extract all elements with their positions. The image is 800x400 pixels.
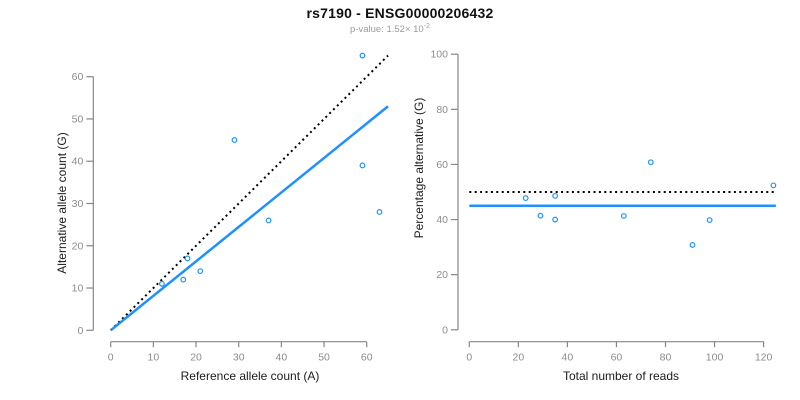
identity-reference-line [109,54,389,332]
x-tick-label: 20 [190,352,202,364]
y-tick-label: 20 [72,240,84,252]
data-point [770,182,777,189]
pvalue-text: p-value: 1.52× 10 [350,24,424,36]
y-tick-label: 60 [72,71,84,83]
left-xaxis-label: Reference allele count (A) [181,369,320,383]
data-point [231,137,238,143]
data-point [376,209,383,215]
data-point [537,212,544,219]
x-tick-label: 10 [148,352,160,364]
right-scatter-plot: 0 20 40 60 80 100 0 20 40 60 80 100 120 [430,49,777,364]
data-point [552,192,559,199]
pvalue-exponent: -2 [423,23,430,30]
data-point [180,276,187,283]
data-point [620,213,627,219]
y-tick-label: 0 [442,324,448,336]
y-tick-label: 40 [436,214,448,226]
data-point [265,217,272,224]
x-tick-label: 60 [611,352,623,364]
y-tick-label: 40 [72,156,84,168]
y-tick-label: 60 [436,159,448,171]
y-tick-label: 50 [72,113,84,125]
data-point [184,255,191,262]
x-tick-label: 50 [318,352,330,364]
y-tick-label: 80 [436,104,448,116]
x-tick-label: 60 [361,352,373,364]
data-point [552,216,559,223]
y-tick-label: 20 [436,269,448,281]
y-tick-label: 0 [77,325,83,337]
data-point [359,162,366,169]
data-point [359,52,366,59]
x-tick-label: 100 [706,352,724,364]
y-tick-label: 30 [72,198,84,210]
data-point [706,217,713,224]
data-point [647,159,654,166]
x-tick-label: 0 [108,352,114,364]
data-point [689,242,696,248]
data-point [159,280,165,287]
x-tick-label: 20 [513,352,525,364]
chart-title: rs7190 - ENSG00000206432 [306,5,494,21]
y-tick-label: 10 [72,283,84,295]
right-yaxis-label: Percentage alternative (G) [412,98,426,239]
data-point [197,268,204,275]
x-tick-label: 40 [562,352,574,364]
x-tick-label: 30 [233,352,245,364]
x-tick-label: 40 [276,352,288,364]
left-yaxis-label: Alternative allele count (G) [55,132,69,273]
chart-subtitle: p-value: 1.52× 10-2 [0,23,780,35]
right-xaxis-label: Total number of reads [563,369,679,383]
fitted-regression-line [109,105,389,332]
y-tick-label: 100 [430,49,448,61]
data-point [522,195,529,201]
x-tick-label: 80 [660,352,672,364]
x-tick-label: 0 [466,352,472,364]
x-tick-label: 120 [755,352,773,364]
left-scatter-plot: 0 10 20 30 40 50 60 0 10 20 30 40 50 60 [72,52,389,364]
